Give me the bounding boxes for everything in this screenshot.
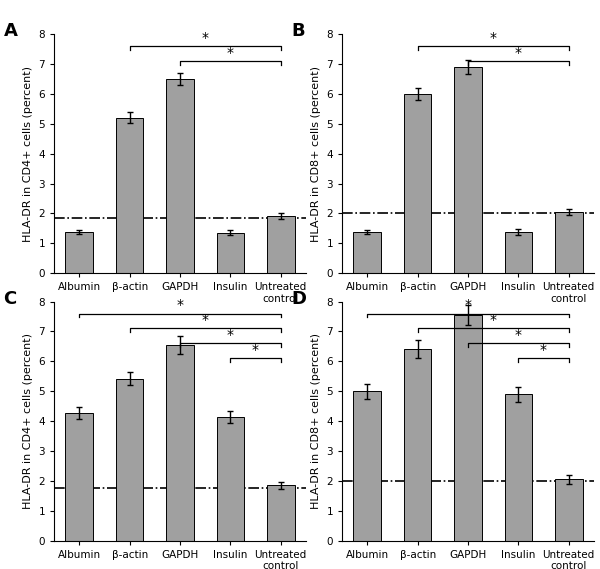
Text: *: * (490, 313, 497, 327)
Y-axis label: HLA-DR in CD4+ cells (percent): HLA-DR in CD4+ cells (percent) (23, 65, 33, 242)
Text: *: * (515, 46, 522, 60)
Bar (404, 349, 431, 541)
Text: *: * (202, 31, 209, 44)
Text: *: * (176, 298, 184, 312)
Bar (217, 233, 244, 273)
Text: *: * (227, 328, 234, 342)
Text: A: A (4, 22, 17, 40)
Text: *: * (490, 31, 497, 44)
Text: *: * (540, 343, 547, 357)
Bar (505, 232, 532, 273)
Bar (217, 417, 244, 541)
Bar (166, 79, 194, 273)
Bar (353, 232, 381, 273)
Text: *: * (227, 46, 234, 60)
Bar (65, 232, 93, 273)
Text: *: * (202, 313, 209, 327)
Y-axis label: HLA-DR in CD8+ cells (percent): HLA-DR in CD8+ cells (percent) (311, 65, 321, 242)
Bar (505, 394, 532, 541)
Bar (555, 212, 583, 273)
Text: D: D (292, 290, 307, 308)
Bar (65, 413, 93, 541)
Bar (116, 378, 143, 541)
Bar (166, 345, 194, 541)
Bar (267, 485, 295, 541)
Text: *: * (252, 343, 259, 357)
Text: C: C (4, 290, 17, 308)
Y-axis label: HLA-DR in CD8+ cells (percent): HLA-DR in CD8+ cells (percent) (311, 333, 321, 509)
Bar (404, 94, 431, 273)
Bar (555, 479, 583, 541)
Text: B: B (292, 22, 305, 40)
Text: *: * (464, 298, 472, 312)
Text: *: * (515, 328, 522, 342)
Y-axis label: HLA-DR in CD4+ cells (percent): HLA-DR in CD4+ cells (percent) (23, 333, 33, 509)
Bar (116, 118, 143, 273)
Bar (454, 67, 482, 273)
Bar (353, 391, 381, 541)
Bar (454, 315, 482, 541)
Bar (267, 216, 295, 273)
